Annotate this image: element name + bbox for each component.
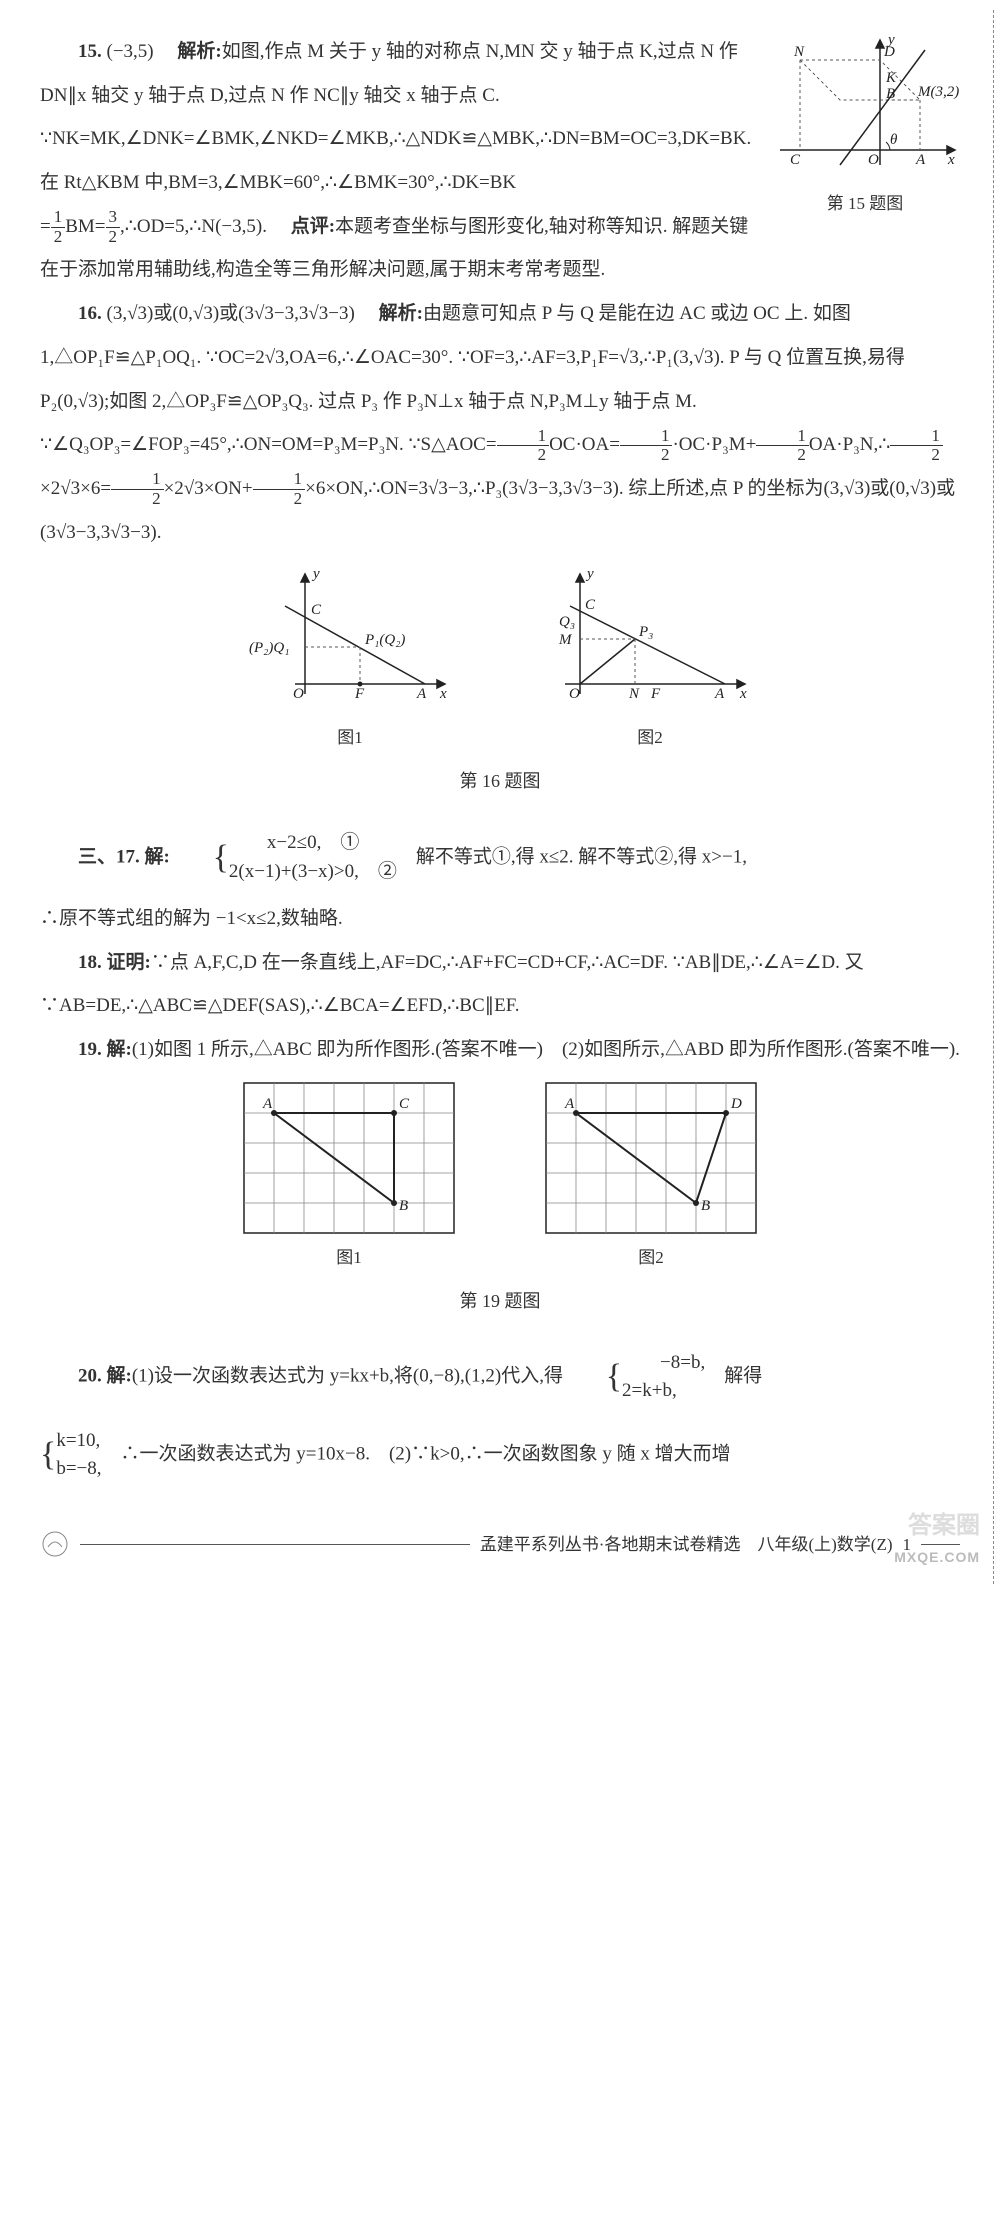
q15-figure-caption: 第 15 题图 xyxy=(770,184,960,223)
svg-text:(P₂)Q₁: (P₂)Q₁ xyxy=(249,640,289,656)
q17-sys-l2: 2(x−1)+(3−x)>0, ② xyxy=(229,861,397,882)
q19-part2: (2)如图所示,△ABD 即为所作图形.(答案不唯一). xyxy=(562,1039,960,1060)
q16-fig1-svg: y C P₁(Q₂) (P₂)Q₁ O F A x xyxy=(245,564,455,714)
q16-fig1-caption: 图1 xyxy=(245,718,455,757)
q16-prefix: 16. xyxy=(78,303,102,324)
q16-analysis-label: 解析: xyxy=(379,303,423,324)
q15-label-C: C xyxy=(790,152,801,168)
q20-part1a: (1)设一次函数表达式为 y=kx+b,将(0,−8),(1,2)代入,得 xyxy=(132,1366,563,1387)
svg-text:A: A xyxy=(564,1096,575,1112)
q16-body6: ×2√3×ON+ xyxy=(164,478,253,499)
right-dash-border xyxy=(993,10,994,1584)
svg-text:P₁(Q₂): P₁(Q₂) xyxy=(364,632,405,648)
footer-series: 孟建平系列丛书·各地期末试卷精选 八年级(上)数学(Z) xyxy=(480,1525,893,1564)
svg-text:O: O xyxy=(569,686,580,702)
q15-label-N: N xyxy=(793,44,805,60)
q19-part1: (1)如图 1 所示,△ABC 即为所作图形.(答案不唯一) xyxy=(132,1039,543,1060)
q20-para2: { k=10, b=−8, ∴一次函数表达式为 y=10x−8. (2)∵k>0… xyxy=(40,1416,960,1494)
q16-body4: OA·P₃N,∴ xyxy=(809,434,891,455)
q20-label: 解: xyxy=(107,1366,132,1387)
q19-label: 解: xyxy=(107,1039,132,1060)
q19-fig2-caption: 图2 xyxy=(545,1238,757,1277)
q20-sys2-l2: b=−8, xyxy=(56,1458,101,1479)
q15-figure-svg: N D K B M(3,2) C O A θ y x xyxy=(770,30,960,180)
q19-para: 19. 解:(1)如图 1 所示,△ABC 即为所作图形.(答案不唯一) (2)… xyxy=(40,1028,960,1072)
q19-fig2-svg: A D B xyxy=(545,1082,757,1234)
q16-body5: ×2√3×6= xyxy=(40,478,111,499)
q20-tail1: ∴一次函数表达式为 y=10x−8. xyxy=(121,1444,370,1465)
svg-text:A: A xyxy=(714,686,725,702)
q16-figures: y C P₁(Q₂) (P₂)Q₁ O F A x 图1 xyxy=(40,564,960,757)
q16-answer: (3,√3)或(0,√3)或(3√3−3,3√3−3) xyxy=(107,303,355,324)
q20-sys1-l1: −8=b, xyxy=(660,1352,705,1373)
svg-text:N: N xyxy=(628,686,640,702)
q15-analysis-label: 解析: xyxy=(177,41,221,62)
q20-sys1-l2: 2=k+b, xyxy=(622,1380,677,1401)
q17-label: 解: xyxy=(145,846,170,867)
svg-text:C: C xyxy=(585,597,596,613)
q17-mid: 解不等式①,得 x≤2. 解不等式②,得 x>−1, xyxy=(416,846,747,867)
q16-body3: ·OC·P₃M+ xyxy=(672,434,756,455)
watermark-en: MXQE.COM xyxy=(894,1541,980,1573)
svg-text:F: F xyxy=(650,686,661,702)
q19-main-caption: 第 19 题图 xyxy=(40,1281,960,1322)
q15-label-x: x xyxy=(947,152,955,168)
svg-text:A: A xyxy=(262,1096,273,1112)
svg-text:A: A xyxy=(416,686,427,702)
q20-mid1: 解得 xyxy=(724,1366,762,1387)
q15-label-y: y xyxy=(886,32,895,48)
q15-text1: 如图,作点 M 关于 y 轴的对称点 N,MN 交 y 轴于点 K,过点 N 作… xyxy=(40,41,751,193)
q15-text3: ,∴OD=5,∴N(−3,5). xyxy=(120,216,267,237)
svg-text:x: x xyxy=(739,686,747,702)
q19-figures: A C B 图1 A D B 图2 xyxy=(40,1082,960,1277)
q20-prefix: 20. xyxy=(78,1366,102,1387)
q17-tail: ∴原不等式组的解为 −1<x≤2,数轴略. xyxy=(40,897,960,941)
q18-body: ∵点 A,F,C,D 在一条直线上,AF=DC,∴AF+FC=CD+CF,∴AC… xyxy=(40,952,864,1017)
q18-prefix: 18. xyxy=(78,952,102,973)
q16-para1: 16. (3,√3)或(0,√3)或(3√3−3,3√3−3) 解析:由题意可知… xyxy=(40,292,960,554)
q15-label-theta: θ xyxy=(890,132,898,148)
q15-label-A: A xyxy=(915,152,926,168)
q16-fig2-caption: 图2 xyxy=(545,718,755,757)
q17-sys-l1: x−2≤0, ① xyxy=(267,832,359,853)
svg-text:M: M xyxy=(558,632,573,648)
q19-fig1-caption: 图1 xyxy=(243,1238,455,1277)
svg-text:B: B xyxy=(701,1198,710,1214)
q19-prefix: 19. xyxy=(78,1039,102,1060)
svg-text:C: C xyxy=(399,1096,410,1112)
svg-text:D: D xyxy=(730,1096,742,1112)
svg-text:C: C xyxy=(311,602,322,618)
svg-text:B: B xyxy=(399,1198,408,1214)
q15-label-O: O xyxy=(868,152,879,168)
svg-text:P₃: P₃ xyxy=(638,624,653,640)
q15-comment-label: 点评: xyxy=(291,216,335,237)
page-footer: 孟建平系列丛书·各地期末试卷精选 八年级(上)数学(Z) 1 xyxy=(40,1525,960,1564)
q16-body2: OC·OA= xyxy=(549,434,620,455)
q20-part2: (2)∵k>0,∴一次函数图象 y 随 x 增大而增 xyxy=(389,1444,731,1465)
q15-label-B: B xyxy=(886,86,895,102)
svg-text:y: y xyxy=(585,566,594,582)
q16-main-caption: 第 16 题图 xyxy=(40,761,960,802)
q15-text2: BM= xyxy=(65,216,105,237)
footer-icon xyxy=(40,1529,70,1559)
q18-para: 18. 证明:∵点 A,F,C,D 在一条直线上,AF=DC,∴AF+FC=CD… xyxy=(40,941,960,1028)
q20-sys2-l1: k=10, xyxy=(56,1430,100,1451)
q20-para1: 20. 解:(1)设一次函数表达式为 y=kx+b,将(0,−8),(1,2)代… xyxy=(40,1338,960,1416)
q15-prefix: 15. xyxy=(78,41,102,62)
svg-text:y: y xyxy=(311,566,320,582)
svg-text:Q₃: Q₃ xyxy=(559,614,575,630)
q18-label: 证明: xyxy=(107,952,151,973)
svg-text:x: x xyxy=(439,686,447,702)
q15-label-M: M(3,2) xyxy=(917,84,959,100)
q17-para: 三、17. 解: { x−2≤0, ① 2(x−1)+(3−x)>0, ② 解不… xyxy=(40,819,960,897)
q15-answer: (−3,5) xyxy=(107,41,154,62)
q19-fig1-svg: A C B xyxy=(243,1082,455,1234)
q17-prefix: 三、17. xyxy=(78,846,140,867)
q15-figure-block: N D K B M(3,2) C O A θ y x 第 15 题图 xyxy=(770,30,960,223)
q15-label-K: K xyxy=(885,70,897,86)
svg-text:F: F xyxy=(354,686,365,702)
svg-text:O: O xyxy=(293,686,304,702)
q16-fig2-svg: y C Q₃ M P₃ O N F A x xyxy=(545,564,755,714)
